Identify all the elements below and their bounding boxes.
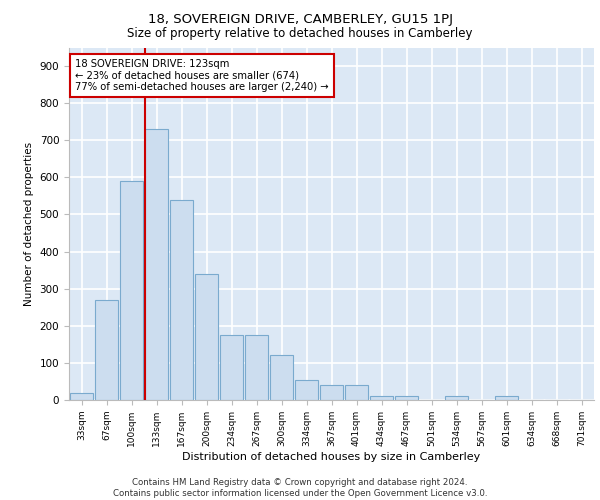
Text: 18, SOVEREIGN DRIVE, CAMBERLEY, GU15 1PJ: 18, SOVEREIGN DRIVE, CAMBERLEY, GU15 1PJ (148, 12, 452, 26)
Bar (95, 300, 118, 400)
Bar (494, 396, 518, 400)
Bar (269, 356, 293, 400)
Y-axis label: Number of detached properties: Number of detached properties (24, 142, 34, 306)
Bar (370, 396, 394, 400)
Bar (320, 385, 343, 400)
Bar (170, 200, 193, 400)
X-axis label: Distribution of detached houses by size in Camberley: Distribution of detached houses by size … (182, 452, 481, 462)
Bar (395, 396, 418, 400)
Bar (344, 385, 368, 400)
Text: Contains HM Land Registry data © Crown copyright and database right 2024.
Contai: Contains HM Land Registry data © Crown c… (113, 478, 487, 498)
Bar (295, 380, 319, 400)
Bar (194, 274, 218, 400)
Bar (445, 396, 469, 400)
Bar (220, 335, 244, 400)
Text: Size of property relative to detached houses in Camberley: Size of property relative to detached ho… (127, 28, 473, 40)
Text: 18 SOVEREIGN DRIVE: 123sqm
← 23% of detached houses are smaller (674)
77% of sem: 18 SOVEREIGN DRIVE: 123sqm ← 23% of deta… (75, 58, 329, 92)
Bar (245, 335, 268, 400)
Bar (145, 129, 169, 400)
Bar (119, 181, 143, 400)
Bar (70, 394, 94, 400)
